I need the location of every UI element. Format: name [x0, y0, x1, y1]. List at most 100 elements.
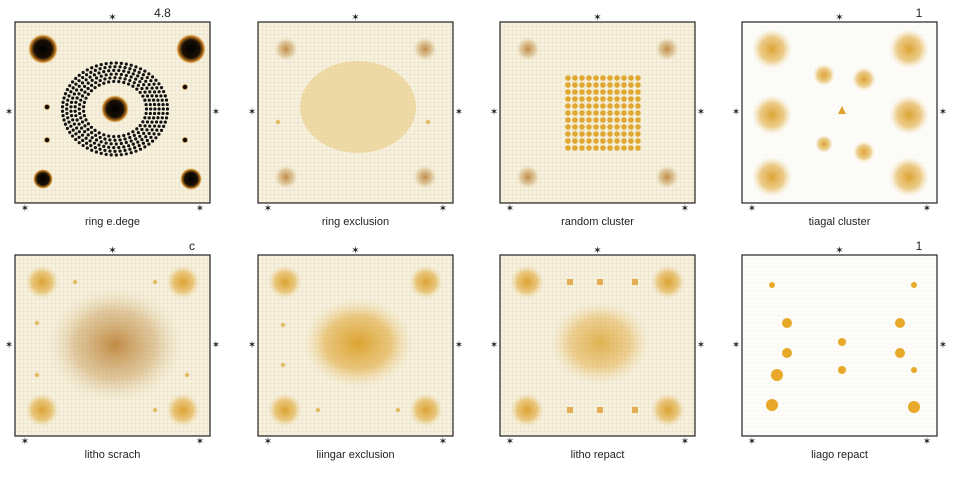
ring-dot	[61, 114, 65, 118]
ring-dot	[86, 81, 90, 85]
pin: ✶	[351, 246, 359, 257]
ring-dot	[89, 89, 94, 93]
blob	[651, 393, 685, 427]
wafer-panel: ✶ ✶ ✶ ✶ ✶ liingar exclusion	[248, 246, 463, 461]
die	[614, 75, 620, 81]
ring-dot	[150, 75, 155, 79]
blob	[25, 393, 59, 427]
ring-dot	[113, 149, 117, 153]
ring-dot	[127, 144, 131, 148]
ring-dot	[84, 136, 88, 140]
die	[614, 145, 620, 151]
ring-dot	[92, 141, 97, 145]
die	[628, 89, 634, 95]
panel-label: liago repact	[811, 449, 868, 461]
die	[614, 131, 620, 137]
ring-dot	[152, 102, 157, 107]
die	[600, 96, 606, 102]
ring-dot	[154, 136, 158, 140]
ring-dot	[82, 109, 86, 113]
ring-dot	[141, 141, 145, 145]
ring-dot	[98, 135, 102, 140]
ring-dot	[103, 77, 107, 81]
pin: ✶	[506, 437, 514, 448]
ring-dot	[129, 75, 133, 79]
ring-dot	[114, 153, 118, 157]
ring-dot	[99, 140, 103, 144]
blob	[268, 265, 302, 299]
blob	[274, 37, 298, 61]
dot	[769, 282, 775, 288]
die	[586, 103, 592, 109]
blob	[28, 34, 58, 64]
ring-dot	[103, 148, 107, 152]
die	[593, 75, 599, 81]
die	[586, 75, 592, 81]
die	[614, 117, 620, 123]
ring-dot	[104, 73, 108, 77]
ring-dot	[107, 145, 111, 149]
ring-dot	[141, 94, 145, 98]
ring-dot	[113, 65, 117, 69]
ring-dot	[165, 107, 170, 111]
pin: ✶	[455, 340, 463, 351]
die	[621, 138, 627, 144]
dot	[184, 372, 190, 378]
panel-frame	[14, 254, 211, 437]
ring-dot	[137, 144, 141, 148]
ring-dot	[117, 134, 121, 138]
cluster	[303, 298, 413, 388]
ring-dot	[71, 128, 75, 132]
die	[565, 110, 571, 116]
ring-dot	[86, 122, 90, 126]
die	[635, 145, 641, 151]
dot	[395, 407, 401, 413]
ring-dot	[65, 88, 69, 92]
ring-dot	[144, 111, 148, 116]
die	[621, 75, 627, 81]
ring-dot	[94, 150, 98, 154]
ring-dot	[74, 114, 78, 118]
ring-dot	[74, 82, 78, 86]
ring-dot	[69, 90, 73, 94]
panel-label: liingar exclusion	[316, 449, 394, 461]
ring-dot	[138, 90, 142, 95]
ring-dot	[90, 66, 94, 70]
dot	[44, 137, 50, 143]
ring-dot	[145, 138, 149, 143]
panel-frame	[499, 254, 696, 437]
ring-dot	[143, 145, 147, 149]
die	[621, 124, 627, 130]
ring-dot	[109, 142, 113, 146]
panel-frame	[499, 21, 696, 204]
ring-dot	[128, 78, 132, 83]
ring-dot	[157, 102, 161, 107]
ring-dot	[90, 136, 94, 140]
die	[600, 82, 606, 88]
blob	[180, 168, 202, 190]
ring-dot	[119, 61, 123, 65]
pin: ✶	[439, 437, 447, 448]
ring-dot	[86, 86, 90, 91]
ring-dot	[80, 94, 85, 98]
pin: ✶	[5, 340, 13, 351]
blob	[166, 265, 200, 299]
ring-dot	[83, 84, 87, 88]
die	[572, 145, 578, 151]
ring-dot	[149, 135, 153, 139]
ring-dot	[83, 124, 87, 128]
ring-dot	[103, 66, 107, 70]
ring-dot	[65, 111, 69, 116]
ring-dot	[113, 138, 117, 142]
ring-dot	[85, 68, 89, 72]
die	[586, 110, 592, 116]
pin: ✶	[697, 340, 705, 351]
ring-dot	[148, 124, 152, 128]
dot	[72, 279, 78, 285]
pin: ✶	[5, 107, 13, 118]
ring-dot	[69, 124, 73, 128]
die	[579, 75, 585, 81]
ring-dot	[136, 83, 140, 87]
panel-label: tiagal cluster	[809, 216, 871, 228]
panel-label: litho scrach	[85, 449, 141, 461]
